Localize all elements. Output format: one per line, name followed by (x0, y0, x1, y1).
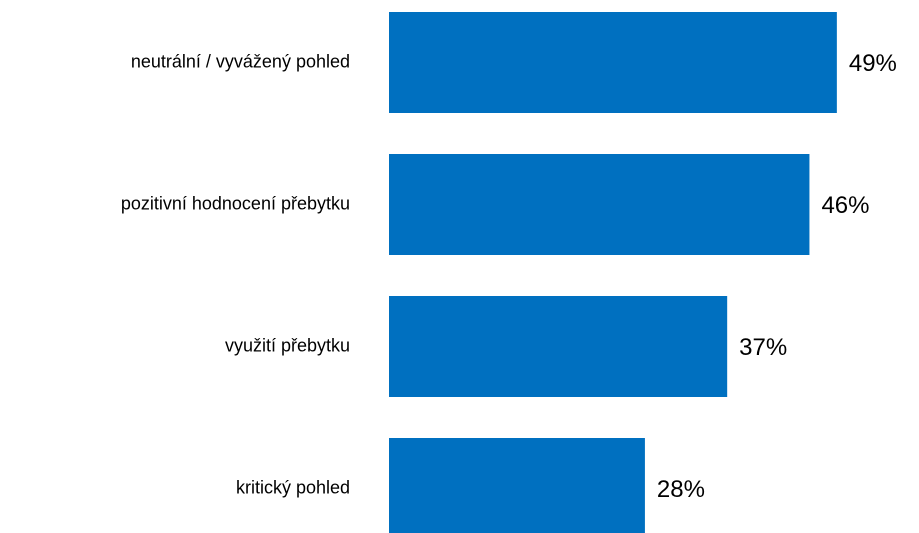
bar (389, 296, 728, 397)
value-label: 28% (657, 476, 705, 503)
bar (389, 438, 645, 533)
category-label: neutrální / vyvážený pohled (131, 51, 350, 71)
category-label: pozitivní hodnocení přebytku (121, 193, 350, 213)
bar (389, 154, 810, 255)
value-label: 37% (739, 334, 787, 361)
value-label: 46% (821, 192, 869, 219)
category-label: využití přebytku (225, 335, 350, 355)
value-label: 49% (849, 50, 897, 77)
bar (389, 12, 837, 113)
category-label: kritický pohled (236, 477, 350, 497)
